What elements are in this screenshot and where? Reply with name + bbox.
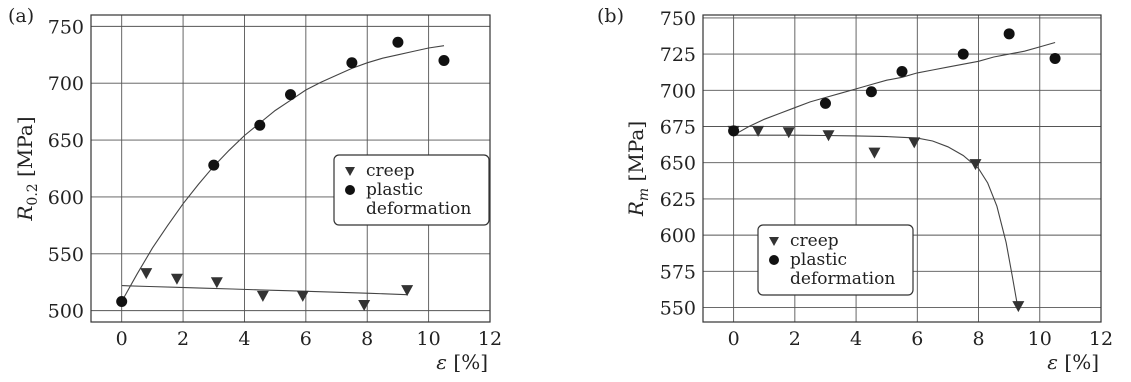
data-point-creep bbox=[358, 299, 371, 311]
legend-marker-creep bbox=[345, 167, 355, 176]
data-point-plastic-deformation bbox=[208, 159, 220, 171]
x-tick-label: 2 bbox=[177, 328, 189, 350]
x-tick-label: 2 bbox=[789, 328, 801, 350]
x-tick-label: 10 bbox=[1028, 328, 1052, 350]
legend-label-deformation: deformation bbox=[366, 199, 471, 219]
x-axis-label: ε [%] bbox=[1047, 350, 1099, 374]
data-point-plastic-deformation bbox=[865, 86, 877, 98]
y-tick-label: 700 bbox=[660, 80, 696, 102]
y-axis-subscript: 0.2 bbox=[25, 183, 41, 205]
data-point-creep bbox=[210, 277, 223, 289]
legend-label-deformation: deformation bbox=[790, 269, 895, 289]
panel-label: (b) bbox=[597, 5, 624, 27]
data-point-creep bbox=[256, 290, 269, 302]
data-point-plastic-deformation bbox=[896, 65, 908, 77]
fit-curve-creep bbox=[733, 134, 1019, 311]
x-tick-label: 0 bbox=[116, 328, 128, 350]
x-axis-symbol: ε bbox=[1047, 350, 1058, 374]
legend-marker-creep bbox=[769, 237, 779, 246]
data-point-creep bbox=[752, 125, 765, 137]
y-tick-label: 725 bbox=[660, 44, 696, 66]
data-point-plastic-deformation bbox=[116, 296, 128, 308]
y-axis-subscript: m bbox=[636, 188, 652, 201]
y-tick-label: 700 bbox=[48, 73, 84, 95]
fit-curve-plastic-deformation bbox=[121, 45, 445, 302]
plot-frame bbox=[90, 14, 491, 323]
y-tick-label: 750 bbox=[48, 16, 84, 38]
legend-box bbox=[333, 154, 490, 226]
data-point-plastic-deformation bbox=[957, 48, 969, 60]
x-tick-label: 4 bbox=[238, 328, 250, 350]
data-point-plastic-deformation bbox=[438, 54, 450, 66]
data-point-creep bbox=[170, 273, 183, 285]
x-tick-label: 0 bbox=[728, 328, 740, 350]
plot-frame bbox=[702, 14, 1102, 323]
y-axis-unit: [MPa] bbox=[624, 121, 648, 188]
y-tick-label: 625 bbox=[660, 189, 696, 211]
data-point-creep bbox=[401, 285, 414, 297]
data-point-plastic-deformation bbox=[819, 97, 831, 109]
data-point-creep bbox=[782, 127, 795, 139]
data-point-creep bbox=[1012, 301, 1025, 313]
legend-label-plastic: plastic bbox=[366, 180, 423, 200]
y-axis-label: R0.2 [MPa] bbox=[13, 116, 41, 221]
y-tick-label: 600 bbox=[660, 225, 696, 247]
y-axis-symbol: R bbox=[624, 201, 648, 217]
data-point-plastic-deformation bbox=[254, 119, 266, 131]
x-tick-label: 10 bbox=[417, 328, 441, 350]
y-tick-label: 600 bbox=[48, 187, 84, 209]
x-tick-label: 4 bbox=[850, 328, 862, 350]
y-tick-label: 550 bbox=[48, 244, 84, 266]
x-tick-label: 12 bbox=[1089, 328, 1113, 350]
chart-panel-b: 0 2 4 6 8 10 12 550 575 600 625 650 675 700 725 750 (b) ε… bbox=[597, 5, 1113, 374]
legend-label-creep: creep bbox=[366, 161, 415, 181]
y-tick-label: 575 bbox=[660, 261, 696, 283]
data-point-plastic-deformation bbox=[346, 57, 358, 69]
data-point-plastic-deformation bbox=[1049, 52, 1061, 64]
data-point-plastic-deformation bbox=[285, 89, 296, 101]
x-tick-label: 8 bbox=[972, 328, 984, 350]
x-tick-label: 8 bbox=[361, 328, 373, 350]
data-point-plastic-deformation bbox=[1003, 28, 1015, 40]
y-axis-label: Rm [MPa] bbox=[624, 121, 652, 217]
legend-label-creep: creep bbox=[790, 231, 839, 251]
y-tick-label: 750 bbox=[660, 8, 696, 30]
x-tick-label: 12 bbox=[478, 328, 502, 350]
y-tick-label: 650 bbox=[660, 153, 696, 175]
x-axis-unit: [%] bbox=[1058, 350, 1099, 374]
y-tick-label: 500 bbox=[48, 301, 84, 323]
x-axis-symbol: ε bbox=[436, 350, 447, 374]
y-axis-unit: [MPa] bbox=[13, 116, 37, 183]
data-point-creep bbox=[296, 290, 309, 302]
data-point-plastic-deformation bbox=[728, 125, 740, 137]
legend-box bbox=[757, 224, 914, 296]
y-axis-symbol: R bbox=[13, 206, 37, 222]
panel-label: (a) bbox=[8, 5, 34, 27]
data-point-creep bbox=[822, 130, 835, 142]
chart-panel-a: 0 2 4 6 8 10 12 500 550 600 650 700 750 (a) ε [%] R0.2 … bbox=[8, 5, 502, 374]
data-point-creep bbox=[868, 147, 881, 159]
fit-curve-creep bbox=[121, 285, 408, 296]
data-point-creep bbox=[969, 159, 982, 171]
x-tick-label: 6 bbox=[911, 328, 923, 350]
fit-curve-plastic-deformation bbox=[733, 41, 1056, 136]
data-point-plastic-deformation bbox=[392, 36, 404, 48]
x-axis-unit: [%] bbox=[447, 350, 488, 374]
x-tick-label: 6 bbox=[300, 328, 312, 350]
legend-marker-plastic bbox=[769, 255, 779, 265]
data-point-creep bbox=[140, 268, 153, 280]
legend-label-plastic: plastic bbox=[790, 250, 847, 270]
x-axis-label: ε [%] bbox=[436, 350, 488, 374]
y-tick-label: 550 bbox=[660, 298, 696, 320]
legend-marker-plastic bbox=[345, 185, 355, 195]
y-tick-label: 675 bbox=[660, 117, 696, 139]
data-point-creep bbox=[908, 137, 921, 149]
y-tick-label: 650 bbox=[48, 130, 84, 152]
